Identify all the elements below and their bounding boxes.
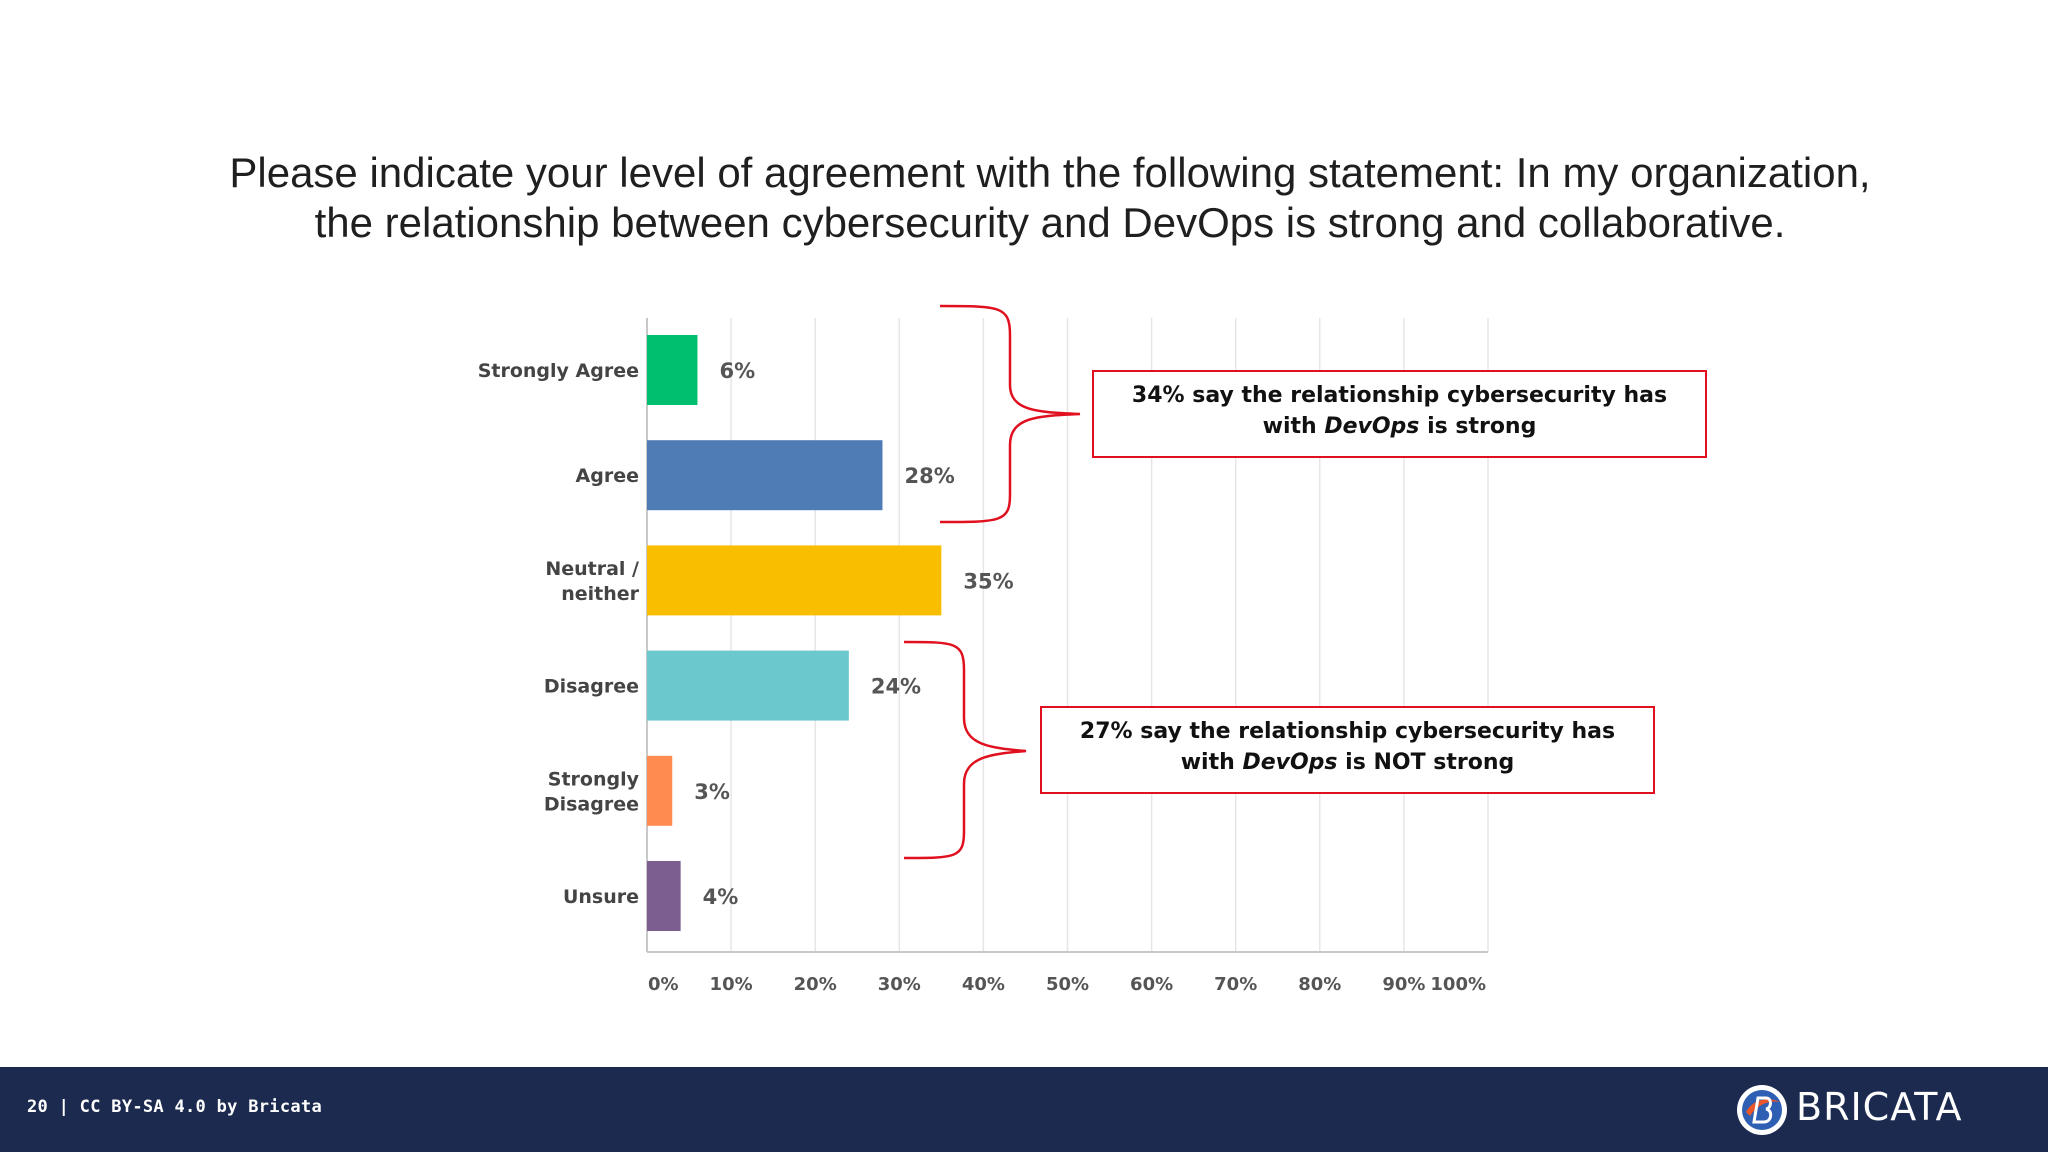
callout-strong-line-2: with DevOps is strong [1094,411,1705,442]
callout-not-strong-text-em: DevOps [1242,750,1338,775]
category-label: neither [561,583,639,605]
callout-strong: 34% say the relationship cybersecurity h… [1092,370,1707,458]
bar [647,335,698,405]
x-tick-label: 0% [648,974,679,995]
x-tick-label: 10% [710,974,753,995]
x-tick-label: 20% [794,974,837,995]
category-label: Disagree [544,676,639,698]
footer-text: 20 | CC BY-SA 4.0 by Bricata [27,1097,322,1117]
data-label: 3% [694,780,730,804]
x-tick-label: 30% [878,974,921,995]
bar [647,861,681,931]
data-label: 35% [963,569,1013,593]
x-tick-label: 80% [1298,974,1341,995]
category-label: Strongly Agree [478,360,639,382]
callout-not-strong-text-pre: with [1180,750,1243,775]
data-label: 28% [904,464,954,488]
category-label: Agree [576,465,639,487]
callout-strong-text-em: DevOps [1324,414,1420,439]
callout-strong-text-post: is strong [1419,414,1537,439]
callout-not-strong: 27% say the relationship cybersecurity h… [1040,706,1655,794]
brackets [903,304,1081,860]
bracket-not-strong [903,640,1027,860]
data-labels: 6% 28% 35% 24% 3% 4% [694,359,1013,909]
callout-not-strong-text-post: is NOT strong [1337,750,1515,775]
data-label: 6% [719,359,755,383]
x-tick-labels: 0% 10% 20% 30% 40% 50% 60% 70% 80% 90% 100% [648,974,1486,995]
category-labels: Strongly Agree Agree Neutral / neither Disag… [478,360,640,908]
category-label: Unsure [563,886,639,908]
callout-not-strong-line-1: 27% say the relationship cybersecurity h… [1079,719,1616,744]
x-tick-label: 70% [1214,974,1257,995]
bricata-logo-text: BRICATA [1796,1085,1963,1129]
bracket-strong [939,304,1081,524]
data-label: 24% [871,675,921,699]
footer-bar: 20 | CC BY-SA 4.0 by Bricata BRICATA [0,1067,2048,1152]
data-label: 4% [703,885,739,909]
bar [647,755,673,826]
slide-title-line-2: the relationship between cybersecurity a… [314,199,1786,246]
bar [647,545,942,616]
bars [647,335,942,931]
x-tick-label: 40% [962,974,1005,995]
category-label: Strongly [548,768,640,790]
category-label: Neutral / [545,558,639,580]
x-tick-label: 90% [1382,974,1425,995]
x-tick-label: 50% [1046,974,1089,995]
callout-strong-line-1: 34% say the relationship cybersecurity h… [1131,383,1668,408]
callout-not-strong-line-2: with DevOps is NOT strong [1042,747,1653,778]
bar [647,440,883,511]
bar [647,650,849,721]
x-tick-label: 60% [1130,974,1173,995]
slide-title-line-1: Please indicate your level of agreement … [229,149,1871,196]
callout-strong-text-pre: with [1262,414,1325,439]
x-tick-label: 100% [1430,974,1486,995]
bricata-logo-icon [1737,1085,1787,1135]
slide-title: Please indicate your level of agreement … [200,148,1900,248]
category-label: Disagree [544,793,639,815]
